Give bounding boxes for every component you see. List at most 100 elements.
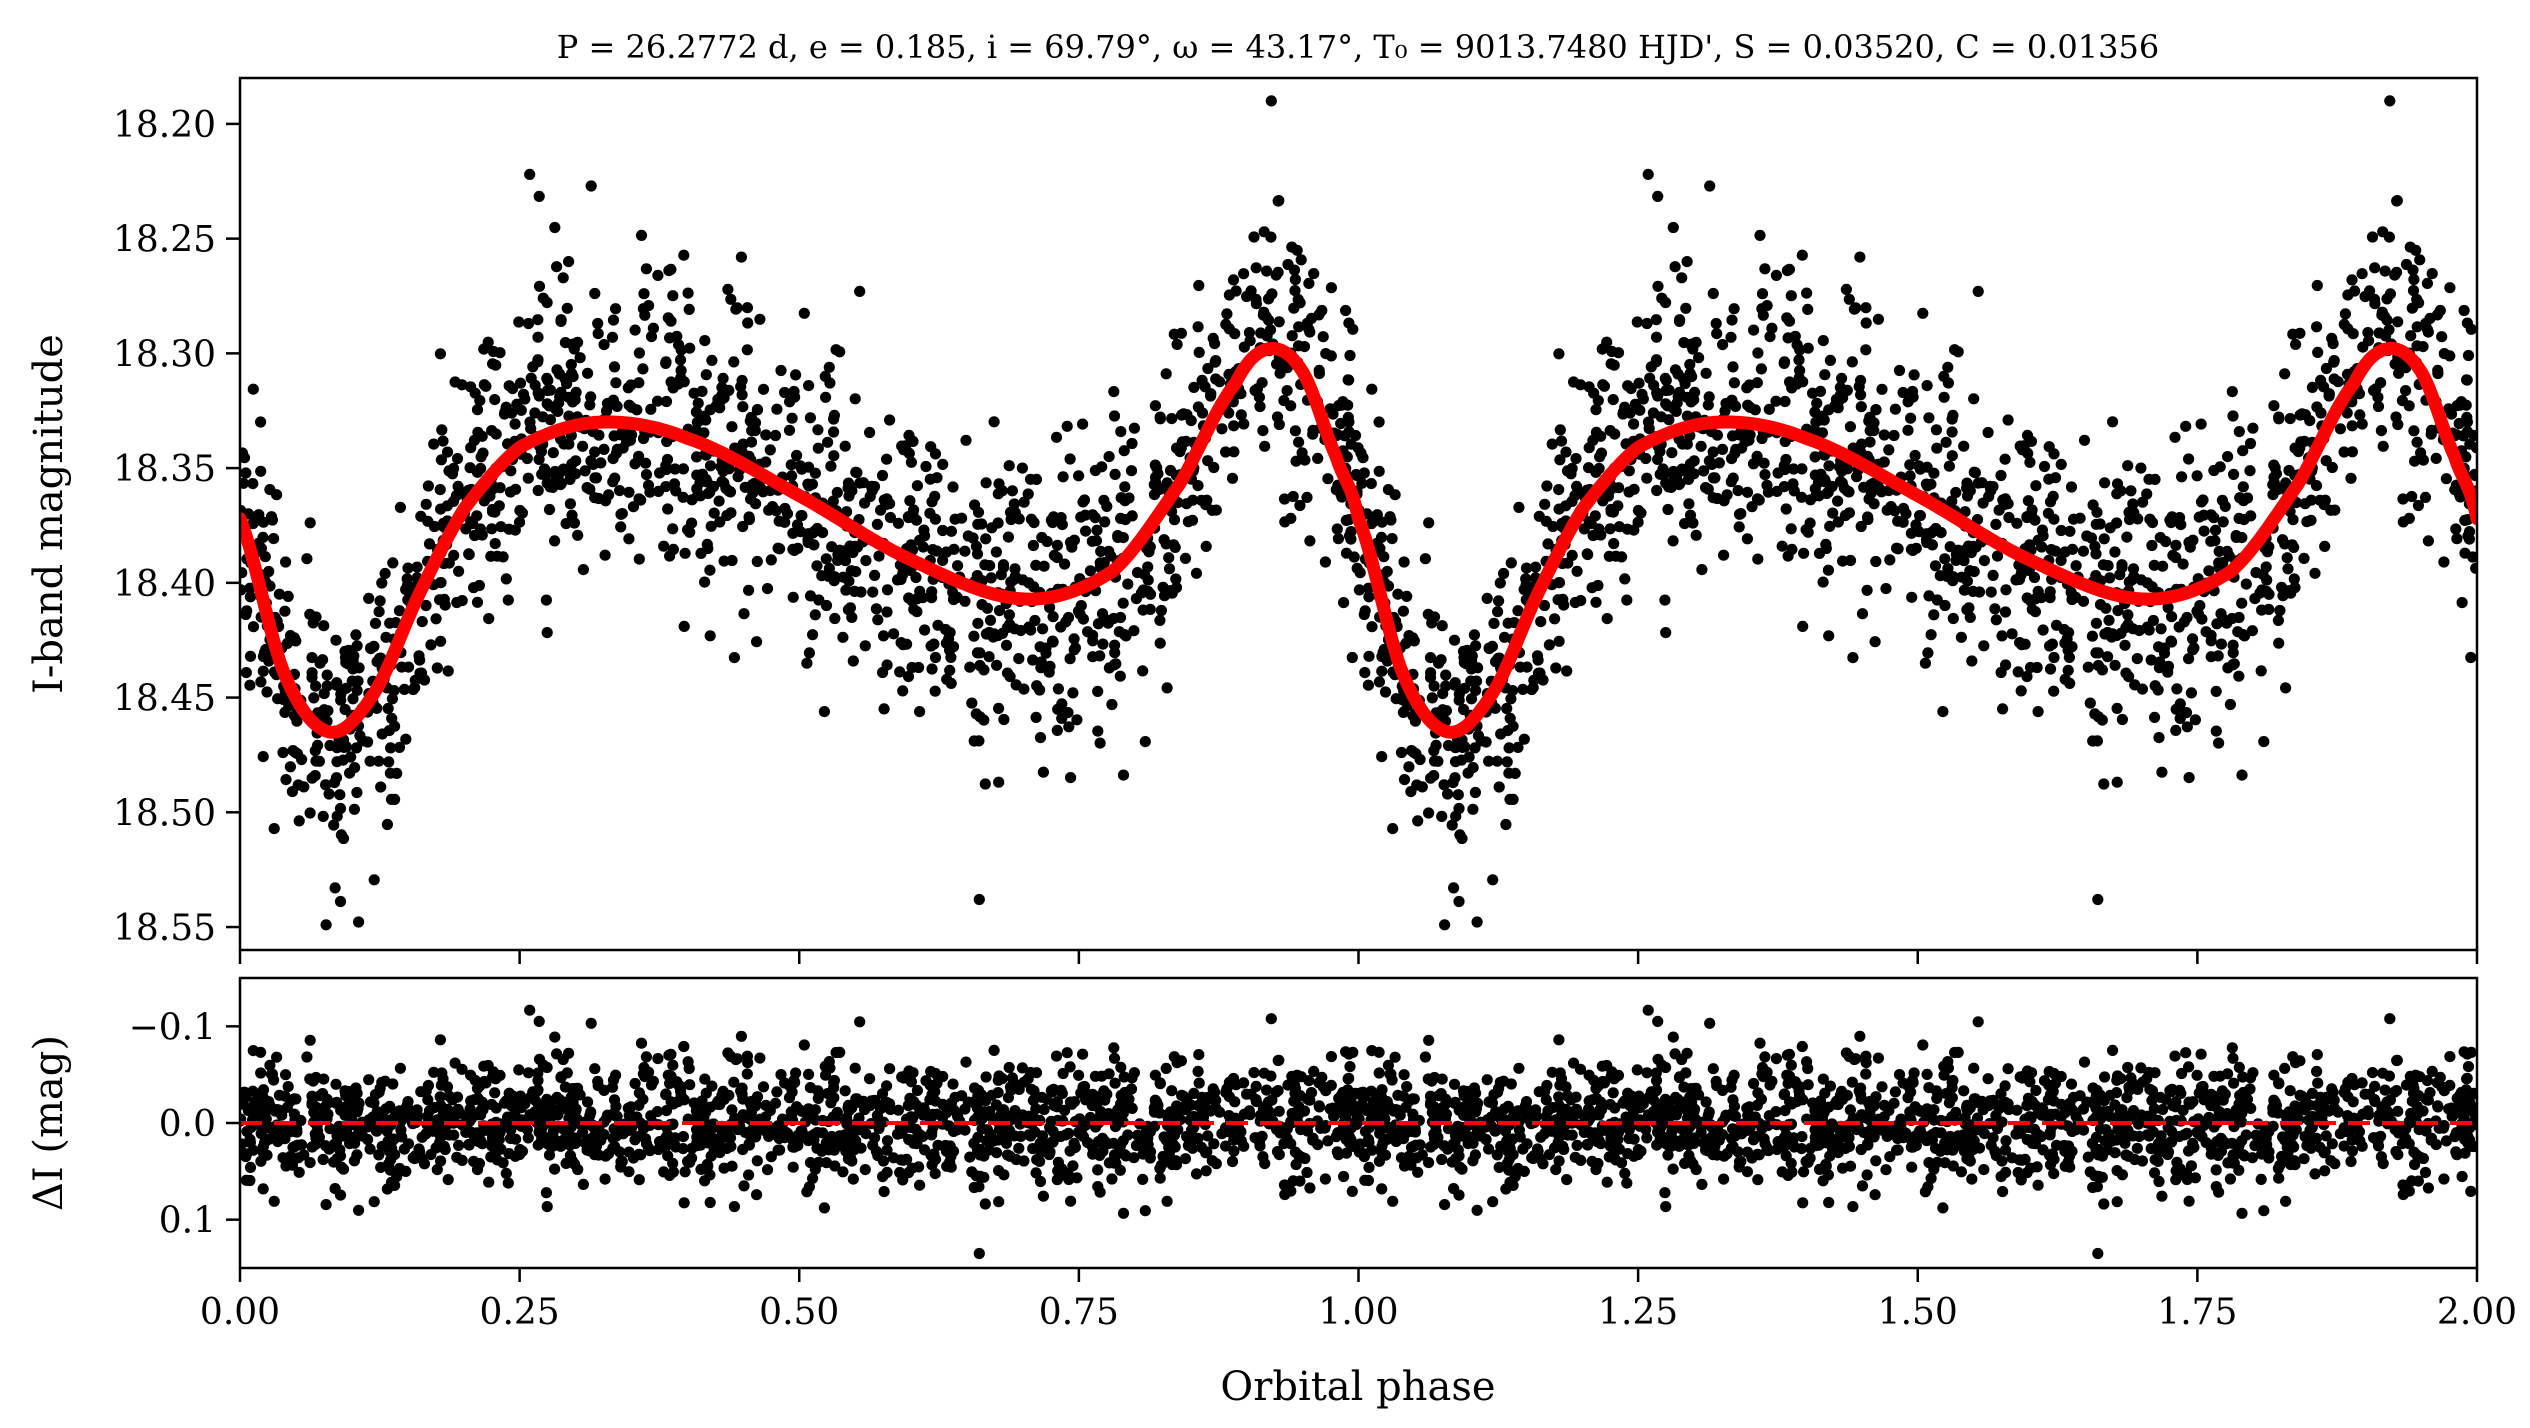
observation-point	[1759, 263, 1771, 275]
residual-point	[664, 1077, 676, 1089]
observation-point	[1607, 394, 1619, 406]
observation-point	[1422, 608, 1434, 620]
observation-point	[645, 403, 657, 415]
observation-point	[1186, 514, 1199, 526]
observation-point	[1733, 521, 1745, 533]
observation-point	[1539, 498, 1551, 510]
observation-point	[1480, 736, 1492, 748]
observation-point	[2032, 706, 2044, 718]
observation-point	[747, 487, 759, 499]
residual-point	[435, 1099, 447, 1111]
observation-point	[561, 302, 573, 314]
observation-point	[1839, 509, 1851, 522]
residual-point	[365, 1096, 377, 1108]
observation-point	[555, 386, 567, 398]
observation-point	[1118, 445, 1130, 457]
residual-point	[790, 1067, 802, 1079]
observation-point	[1925, 478, 1937, 490]
residual-point	[1158, 1131, 1170, 1143]
observation-point	[2451, 533, 2463, 545]
residual-point	[860, 1128, 872, 1140]
observation-point	[567, 396, 579, 408]
residual-point	[1098, 1135, 1110, 1148]
observation-point	[684, 342, 696, 354]
observation-point	[1395, 746, 1408, 759]
observation-point	[1601, 336, 1613, 348]
residual-point	[1064, 1061, 1076, 1073]
observation-point	[873, 550, 885, 562]
observation-point	[1412, 815, 1424, 827]
observation-point	[1688, 468, 1700, 480]
residual-point	[1059, 1104, 1071, 1116]
observation-point	[335, 694, 347, 706]
observation-point	[640, 469, 653, 481]
observation-point	[1703, 391, 1715, 403]
observation-point	[651, 395, 664, 407]
observation-point	[1069, 642, 1081, 654]
observation-point	[1071, 714, 1083, 726]
observation-point	[322, 705, 334, 717]
residual-point	[509, 1133, 522, 1145]
observation-point	[1707, 472, 1720, 484]
observation-point	[247, 478, 259, 490]
observation-point	[1725, 331, 1737, 343]
observation-point	[2315, 407, 2327, 419]
observation-point	[1250, 262, 1262, 274]
observation-point	[353, 662, 365, 674]
observation-point	[1778, 356, 1791, 368]
residual-point	[881, 1135, 894, 1147]
observation-point	[400, 733, 412, 745]
observation-point	[2287, 328, 2299, 340]
observation-point	[259, 646, 271, 659]
observation-point	[1711, 328, 1723, 340]
observation-point	[808, 539, 820, 551]
observation-point	[566, 458, 578, 470]
observation-point	[2146, 539, 2158, 552]
observation-point	[1651, 484, 1663, 497]
observation-point	[1448, 882, 1460, 894]
observation-point	[1465, 693, 1478, 705]
residual-point	[441, 1110, 453, 1122]
observation-point	[558, 438, 570, 450]
observation-point	[1092, 725, 1104, 737]
residual-point	[1235, 1126, 1247, 1138]
observation-point	[905, 456, 918, 468]
observation-point	[2097, 559, 2109, 571]
observation-point	[661, 453, 674, 466]
observation-point	[1977, 497, 1989, 509]
observation-point	[832, 549, 844, 561]
residual-point	[522, 1067, 535, 1079]
observation-point	[1958, 584, 1970, 596]
observation-point	[2062, 664, 2074, 677]
observation-point	[1707, 492, 1719, 504]
residual-point	[683, 1062, 695, 1075]
observation-point	[1366, 383, 1378, 395]
observation-point	[2047, 490, 2059, 502]
observation-point	[2003, 511, 2015, 524]
observation-point	[240, 567, 248, 579]
observation-point	[1802, 342, 1814, 354]
observation-point	[379, 567, 391, 580]
observation-point	[791, 449, 803, 462]
observation-point	[907, 435, 919, 447]
observation-point	[948, 543, 960, 555]
observation-point	[1193, 279, 1205, 292]
observation-point	[2357, 341, 2369, 353]
residual-point	[1089, 1090, 1101, 1102]
observation-point	[1985, 586, 1997, 598]
observation-point	[1210, 355, 1222, 367]
observation-point	[1052, 703, 1064, 715]
residual-point	[306, 1090, 318, 1102]
observation-point	[2461, 374, 2473, 386]
residual-point	[694, 1134, 706, 1146]
observation-point	[1786, 543, 1798, 556]
residual-point	[376, 1140, 388, 1152]
observation-point	[2215, 638, 2227, 650]
observation-point	[1319, 556, 1331, 568]
observation-point	[1995, 666, 2007, 679]
observation-point	[1471, 916, 1483, 928]
observation-point	[2183, 453, 2195, 465]
observation-point	[309, 745, 321, 757]
observation-point	[1346, 651, 1358, 664]
observation-point	[760, 456, 772, 468]
